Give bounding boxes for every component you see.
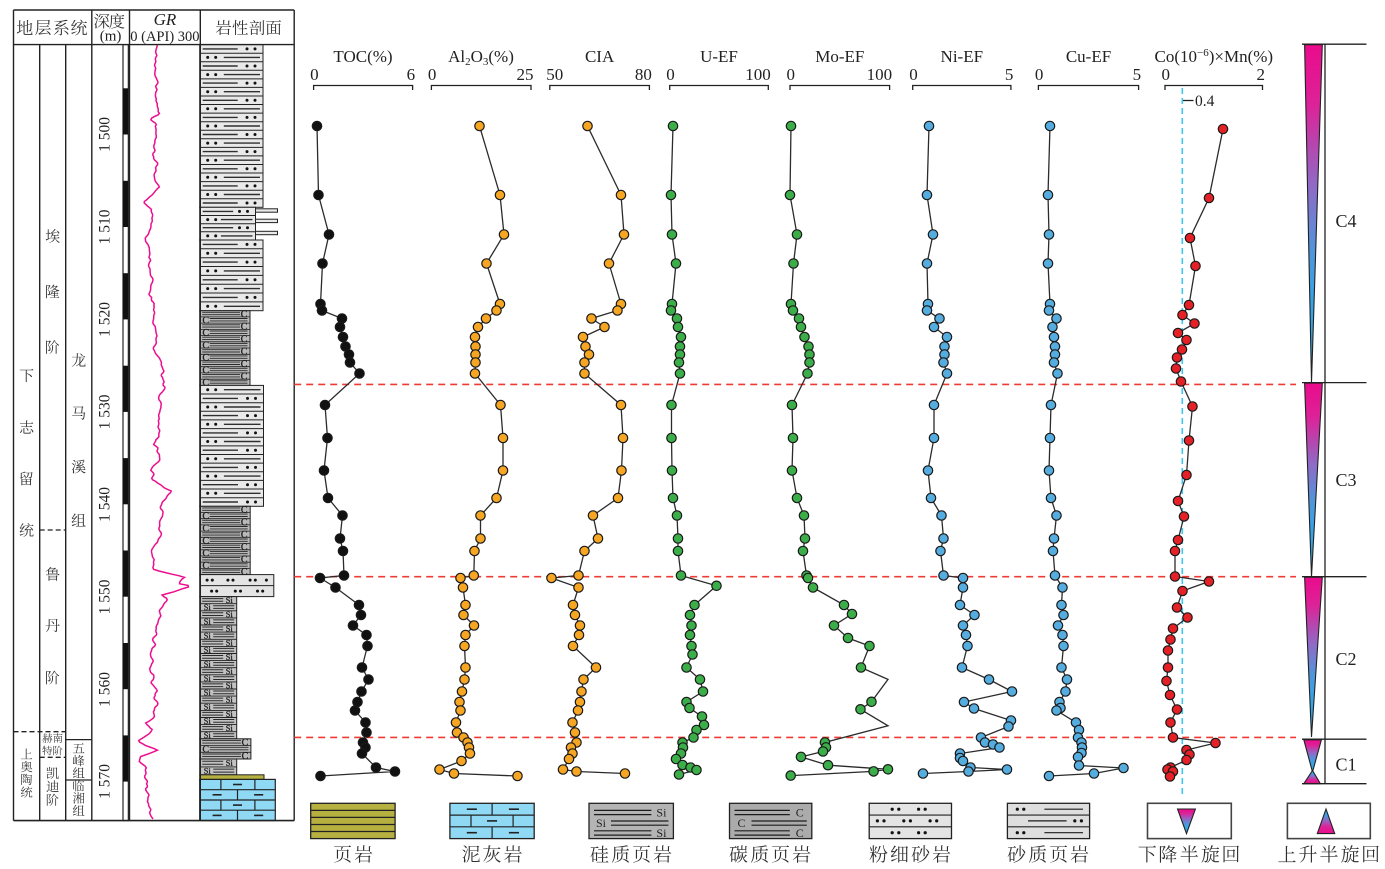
svg-text:Co(10−6)×Mn(%): Co(10−6)×Mn(%) xyxy=(1155,47,1274,66)
svg-text:(m): (m) xyxy=(100,29,122,45)
svg-text:0: 0 xyxy=(1035,65,1044,84)
svg-text:0: 0 xyxy=(666,65,675,84)
svg-text:0: 0 xyxy=(428,65,437,84)
svg-text:C: C xyxy=(796,826,804,840)
svg-text:Ni-EF: Ni-EF xyxy=(941,47,984,66)
svg-text:50: 50 xyxy=(546,65,563,84)
svg-text:5: 5 xyxy=(1133,65,1142,84)
svg-text:C: C xyxy=(796,806,804,820)
svg-text:0: 0 xyxy=(1162,65,1171,84)
svg-text:1 510: 1 510 xyxy=(97,209,114,244)
svg-text:Si: Si xyxy=(656,806,667,820)
svg-text:1 530: 1 530 xyxy=(97,394,114,429)
svg-text:0: 0 xyxy=(310,65,319,84)
svg-text:Mo-EF: Mo-EF xyxy=(815,47,864,66)
svg-text:100: 100 xyxy=(745,65,771,84)
svg-text:C3: C3 xyxy=(1335,470,1356,490)
svg-text:C4: C4 xyxy=(1335,211,1356,231)
svg-text:1 500: 1 500 xyxy=(97,117,114,152)
svg-text:100: 100 xyxy=(867,65,893,84)
svg-text:0: 0 xyxy=(909,65,918,84)
svg-text:2: 2 xyxy=(1257,65,1266,84)
svg-text:1 540: 1 540 xyxy=(97,487,114,522)
svg-text:1 560: 1 560 xyxy=(97,672,114,707)
svg-text:Si: Si xyxy=(656,826,667,840)
svg-text:Cu-EF: Cu-EF xyxy=(1066,47,1111,66)
svg-text:CIA: CIA xyxy=(585,47,615,66)
svg-text:0: 0 xyxy=(787,65,796,84)
svg-text:6: 6 xyxy=(407,65,416,84)
svg-text:1 570: 1 570 xyxy=(97,764,114,799)
svg-text:1 520: 1 520 xyxy=(97,302,114,337)
svg-text:GR: GR xyxy=(154,10,177,29)
svg-text:C: C xyxy=(737,816,745,830)
svg-text:C1: C1 xyxy=(1335,755,1356,775)
svg-text:80: 80 xyxy=(635,65,652,84)
svg-text:1 550: 1 550 xyxy=(97,579,114,614)
svg-text:5: 5 xyxy=(1005,65,1014,84)
svg-text:U-EF: U-EF xyxy=(700,47,738,66)
svg-text:25: 25 xyxy=(517,65,534,84)
svg-text:C2: C2 xyxy=(1335,649,1356,669)
svg-text:0 (API) 300: 0 (API) 300 xyxy=(130,29,199,45)
svg-text:TOC(%): TOC(%) xyxy=(333,47,392,66)
svg-text:Si: Si xyxy=(596,816,607,830)
svg-text:0.4: 0.4 xyxy=(1195,93,1215,110)
svg-text:Al2O3(%): Al2O3(%) xyxy=(448,47,514,68)
